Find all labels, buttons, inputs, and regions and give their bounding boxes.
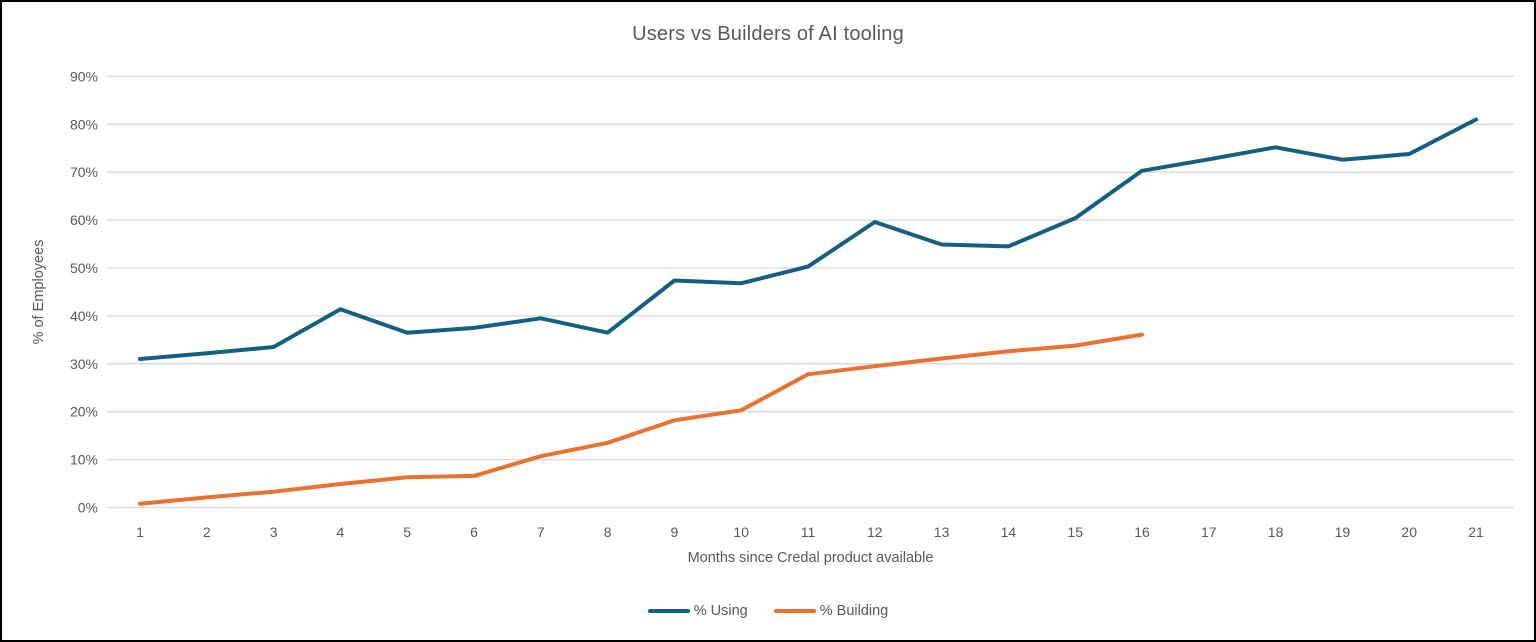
x-tick-label: 19 (1335, 524, 1351, 540)
x-tick-label: 1 (136, 524, 144, 540)
x-tick-label: 5 (403, 524, 411, 540)
x-tick-label: 12 (867, 524, 883, 540)
x-tick-label: 11 (801, 524, 816, 540)
x-tick-label: 14 (1001, 524, 1017, 540)
y-tick-label: 10% (70, 452, 98, 468)
y-tick-label: 20% (70, 404, 98, 420)
legend-item-building: % Building (773, 603, 889, 619)
legend-label-building: % Building (819, 603, 889, 619)
x-tick-label: 18 (1268, 524, 1284, 540)
x-tick-label: 16 (1134, 524, 1150, 540)
y-tick-label: 40% (70, 308, 98, 324)
series-line-building (138, 332, 1144, 506)
y-tick-label: 30% (70, 356, 98, 372)
legend-swatch-building-icon (773, 609, 816, 613)
y-tick-label: 70% (70, 164, 98, 180)
legend-item-using: % Using (647, 603, 748, 619)
x-tick-label: 15 (1067, 524, 1083, 540)
y-axis-title: % of Employees (31, 239, 47, 345)
legend-swatch-using-icon (647, 609, 690, 613)
series-line-using (138, 117, 1478, 361)
x-tick-label: 3 (270, 524, 278, 540)
chart-title: Users vs Builders of AI tooling (632, 23, 904, 45)
x-tick-label: 9 (671, 524, 679, 540)
y-tick-label: 80% (70, 116, 98, 132)
x-tick-label: 8 (604, 524, 612, 540)
y-tick-label: 90% (70, 68, 98, 84)
x-tick-label: 21 (1468, 524, 1484, 540)
x-axis-title: Months since Credal product available (687, 550, 934, 566)
x-tick-label: 20 (1401, 524, 1417, 540)
x-tick-label: 17 (1201, 524, 1217, 540)
y-tick-label: 60% (70, 212, 98, 228)
x-tick-label: 10 (733, 524, 749, 540)
y-tick-label: 50% (70, 260, 98, 276)
x-tick-label: 6 (470, 524, 478, 540)
y-tick-label: 0% (78, 500, 98, 516)
legend: % Using % Building (2, 603, 1534, 619)
x-tick-label: 13 (934, 524, 950, 540)
x-tick-label: 4 (337, 524, 345, 540)
x-tick-label: 7 (537, 524, 545, 540)
x-tick-label: 2 (203, 524, 211, 540)
legend-label-using: % Using (693, 603, 748, 619)
